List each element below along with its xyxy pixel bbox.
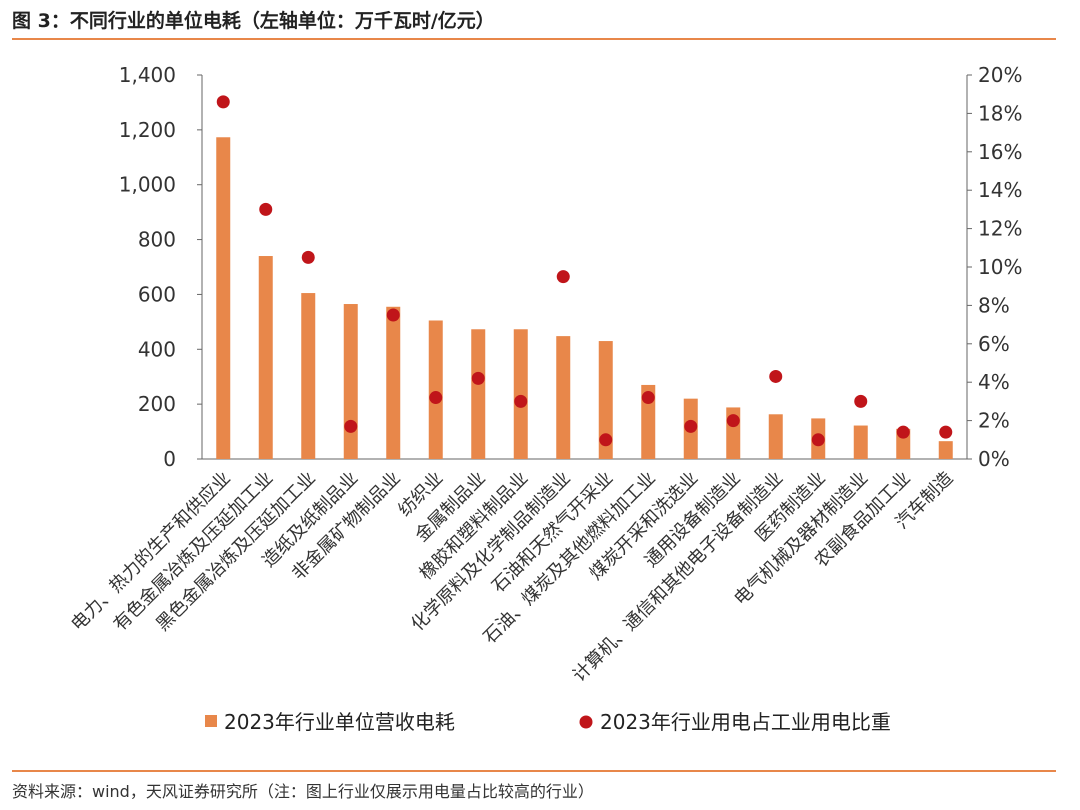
scatter-point — [301, 250, 315, 264]
y-right-tick-label: 14% — [978, 178, 1022, 202]
y-right-tick-label: 10% — [978, 255, 1022, 279]
bar — [258, 256, 273, 459]
scatter-point — [641, 391, 655, 405]
y-right-tick-label: 8% — [978, 293, 1010, 317]
y-right-tick-label: 20% — [978, 63, 1022, 87]
y-left-tick-label: 1,000 — [119, 173, 176, 197]
scatter-point — [429, 391, 443, 405]
footer-divider — [12, 770, 1056, 772]
bar — [556, 336, 571, 459]
y-right-tick-label: 4% — [978, 370, 1010, 394]
figure-title: 图 3：不同行业的单位电耗（左轴单位：万千瓦时/亿元） — [12, 10, 495, 32]
scatter-point — [939, 425, 953, 439]
chart: 0 200 400 600 800 1,000 1,200 1,400 0% 2% 4% 6% 8% 10… — [67, 63, 1022, 734]
legend-bar-swatch — [205, 715, 217, 727]
bar — [343, 304, 358, 459]
legend-dot-swatch — [579, 715, 593, 729]
scatter-point — [259, 202, 273, 216]
bar — [513, 329, 528, 459]
scatter-point — [216, 95, 230, 109]
y-right-tick-label: 12% — [978, 217, 1022, 241]
scatter-point — [726, 414, 740, 428]
y-left-tick-label: 800 — [138, 228, 176, 252]
scatter-point — [556, 270, 570, 284]
scatter-point — [471, 371, 485, 385]
scatter-point — [599, 433, 613, 447]
x-category-label: 电力、热力的生产和供应业 — [67, 468, 235, 636]
bar — [641, 384, 656, 459]
scatter-point — [811, 433, 825, 447]
scatter-point — [344, 419, 358, 433]
scatter-point — [386, 308, 400, 322]
source-note: 资料来源：wind，天风证券研究所（注：图上行业仅展示用电量占比较高的行业） — [12, 782, 594, 801]
bar — [853, 425, 868, 459]
bar — [938, 441, 953, 459]
y-left-tick-label: 0 — [163, 447, 176, 471]
legend-dot-label: 2023年行业用电占工业用电比重 — [600, 710, 891, 734]
y-right-tick-label: 16% — [978, 140, 1022, 164]
bar — [216, 137, 231, 459]
y-left-tick-label: 1,200 — [119, 118, 176, 142]
bar — [471, 329, 486, 459]
legend-bar-label: 2023年行业单位营收电耗 — [224, 710, 455, 734]
scatter-point — [514, 394, 528, 408]
title-divider — [12, 38, 1056, 40]
bar — [386, 306, 401, 459]
y-right-tick-label: 18% — [978, 101, 1022, 125]
y-left-tick-label: 1,400 — [119, 63, 176, 87]
y-left-tick-label: 600 — [138, 282, 176, 306]
y-right-tick-label: 2% — [978, 409, 1010, 433]
bar — [428, 320, 443, 459]
y-left-tick-label: 200 — [138, 392, 176, 416]
bar — [768, 414, 783, 459]
scatter-point — [896, 425, 910, 439]
scatter-point — [684, 419, 698, 433]
y-right-tick-label: 6% — [978, 332, 1010, 356]
scatter-point — [854, 394, 868, 408]
y-right-tick-label: 0% — [978, 447, 1010, 471]
bar — [598, 341, 613, 459]
scatter-point — [769, 369, 783, 383]
bar — [301, 293, 316, 459]
y-left-tick-label: 400 — [138, 337, 176, 361]
